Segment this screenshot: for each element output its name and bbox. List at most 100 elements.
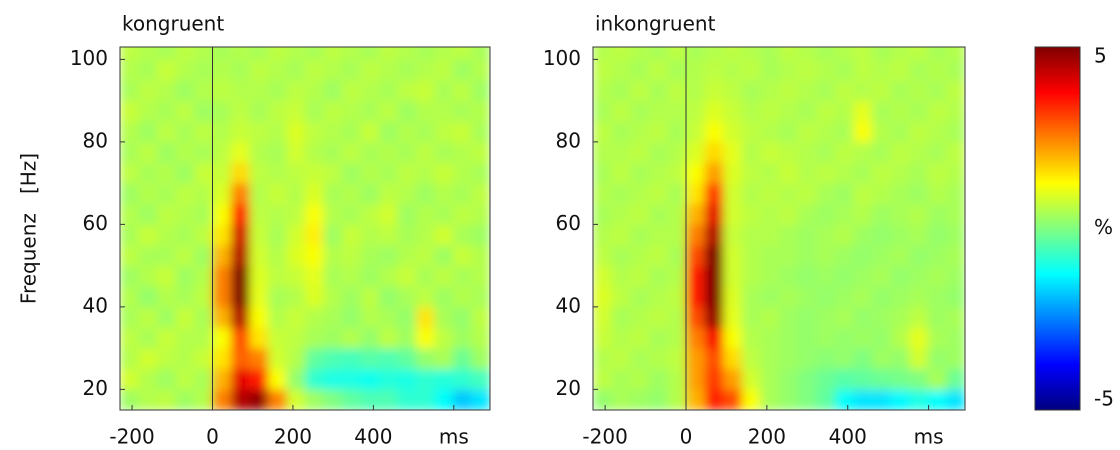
heatmap-cell	[138, 47, 158, 60]
heatmap-cell	[909, 245, 929, 267]
heatmap-cell	[946, 245, 965, 267]
heatmap-cell	[268, 306, 287, 328]
heatmap-cell	[909, 368, 929, 390]
heatmap-cell	[648, 121, 668, 143]
heatmap-cell	[630, 100, 650, 122]
heatmap-cell	[593, 203, 613, 225]
heatmap-cell	[175, 306, 195, 328]
heatmap-cell	[286, 141, 306, 163]
heatmap-cell	[630, 47, 650, 60]
heatmap-cell	[741, 141, 761, 163]
heatmap-cell	[194, 245, 213, 267]
heatmap-cell	[323, 162, 343, 184]
heatmap-cell	[630, 80, 650, 102]
heatmap-cell	[686, 306, 706, 328]
heatmap-cell	[323, 327, 343, 349]
heatmap-cell	[194, 59, 213, 81]
heatmap-cell	[416, 121, 435, 143]
heatmap-cell	[471, 100, 490, 122]
heatmap-cell	[667, 59, 687, 81]
heatmap-cell	[249, 265, 269, 287]
heatmap-cell	[416, 368, 435, 390]
heatmap-cell	[305, 183, 324, 205]
heatmap-cell	[760, 141, 780, 163]
heatmap-cell	[630, 203, 650, 225]
heatmap-cell	[611, 121, 631, 143]
heatmap-cell	[379, 183, 398, 205]
y-tick-label: 60	[83, 211, 108, 235]
heatmap-cell	[379, 100, 398, 122]
heatmap-cell	[323, 245, 343, 267]
heatmap-cell	[611, 59, 631, 81]
heatmap-cell	[667, 327, 687, 349]
heatmap-cell	[648, 80, 668, 102]
heatmap-cell	[853, 100, 873, 122]
heatmap-cell	[157, 59, 176, 81]
heatmap-cell	[175, 224, 195, 246]
heatmap-cell	[342, 389, 361, 410]
x-tick-label: ms	[914, 425, 944, 449]
heatmap-cell	[397, 265, 417, 287]
heatmap-cell	[360, 306, 380, 328]
heatmap-cell	[872, 80, 892, 102]
heatmap-cell	[834, 265, 854, 287]
heatmap-cell	[249, 306, 269, 328]
heatmap-cell	[741, 162, 761, 184]
heatmap-cell	[120, 141, 139, 163]
heatmap-cell	[175, 348, 195, 370]
heatmap-cell	[194, 100, 213, 122]
heatmap-cell	[212, 327, 232, 349]
heatmap-cell	[872, 203, 892, 225]
heatmap-cell	[890, 306, 910, 328]
heatmap-cell	[686, 245, 706, 267]
heatmap-cell	[704, 286, 724, 308]
heatmap-cell	[138, 162, 158, 184]
heatmap-cell	[927, 224, 947, 246]
heatmap-cell	[816, 224, 836, 246]
heatmap-cell	[157, 100, 176, 122]
heatmap-cell	[779, 389, 799, 410]
heatmap-cell	[323, 306, 343, 328]
heatmap-cell	[379, 121, 398, 143]
heatmap-cell	[379, 203, 398, 225]
heatmap-cell	[305, 389, 324, 410]
heatmap-cell	[360, 100, 380, 122]
heatmap-cell	[231, 286, 250, 308]
x-tick-label: ms	[439, 425, 469, 449]
heatmap-cell	[286, 80, 306, 102]
heatmap-cell	[286, 245, 306, 267]
heatmap-cell	[946, 327, 965, 349]
heatmap-cell	[723, 121, 743, 143]
heatmap-cell	[175, 100, 195, 122]
heatmap-cell	[194, 224, 213, 246]
heatmap-cell	[379, 265, 398, 287]
heatmap-cell	[834, 47, 854, 60]
heatmap-cell	[611, 183, 631, 205]
heatmap-cell	[175, 327, 195, 349]
heatmap-cell	[231, 224, 250, 246]
heatmap-cell	[268, 100, 287, 122]
heatmap-cell	[120, 224, 139, 246]
heatmap-cell	[360, 245, 380, 267]
heatmap-cell	[779, 286, 799, 308]
heatmap-cell	[397, 100, 417, 122]
heatmap-cell	[305, 348, 324, 370]
heatmap-cell	[342, 245, 361, 267]
heatmap-cell	[611, 100, 631, 122]
heatmap-cell	[175, 80, 195, 102]
heatmap-cell	[779, 306, 799, 328]
heatmap-cell	[853, 389, 873, 410]
heatmap-cell	[249, 80, 269, 102]
heatmap-cell	[909, 59, 929, 81]
heatmap-cell	[816, 183, 836, 205]
heatmap-cell	[686, 327, 706, 349]
heatmap-cell	[816, 286, 836, 308]
heatmap-cell	[834, 121, 854, 143]
heatmap-cell	[305, 59, 324, 81]
heatmap-cell	[360, 286, 380, 308]
heatmap-cell	[157, 327, 176, 349]
heatmap-cell	[212, 348, 232, 370]
heatmap-cell	[194, 183, 213, 205]
heatmap-cell	[648, 141, 668, 163]
heatmap-cell	[434, 389, 454, 410]
